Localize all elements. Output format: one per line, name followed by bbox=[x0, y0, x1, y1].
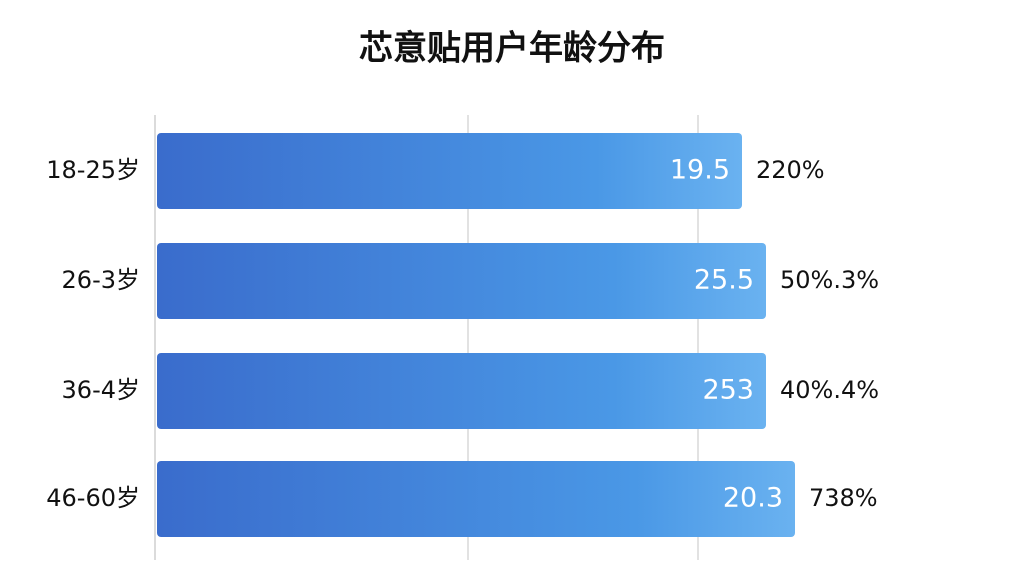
bars: 18-25岁 19.5 220% 26-3岁 25.5 50%.3% 36-4岁 253 40%… bbox=[46, 133, 879, 537]
row-label: 26-3岁 bbox=[62, 266, 140, 294]
bar-percent: 738% bbox=[809, 484, 878, 512]
row-label: 46-60岁 bbox=[46, 484, 140, 512]
bar-value: 20.3 bbox=[723, 483, 783, 514]
bar-percent: 220% bbox=[756, 156, 825, 184]
bar bbox=[157, 353, 766, 429]
bar-value: 25.5 bbox=[694, 265, 754, 296]
bar-value: 19.5 bbox=[670, 155, 730, 186]
bar-percent: 40%.4% bbox=[780, 376, 879, 404]
bar-percent: 50%.3% bbox=[780, 266, 879, 294]
chart-title: 芯意贴用户年龄分布 bbox=[359, 29, 665, 69]
bar bbox=[157, 461, 795, 537]
row-label: 36-4岁 bbox=[62, 376, 140, 404]
bar bbox=[157, 243, 766, 319]
bar-value: 253 bbox=[702, 375, 754, 406]
row-label: 18-25岁 bbox=[46, 156, 140, 184]
bar bbox=[157, 133, 742, 209]
